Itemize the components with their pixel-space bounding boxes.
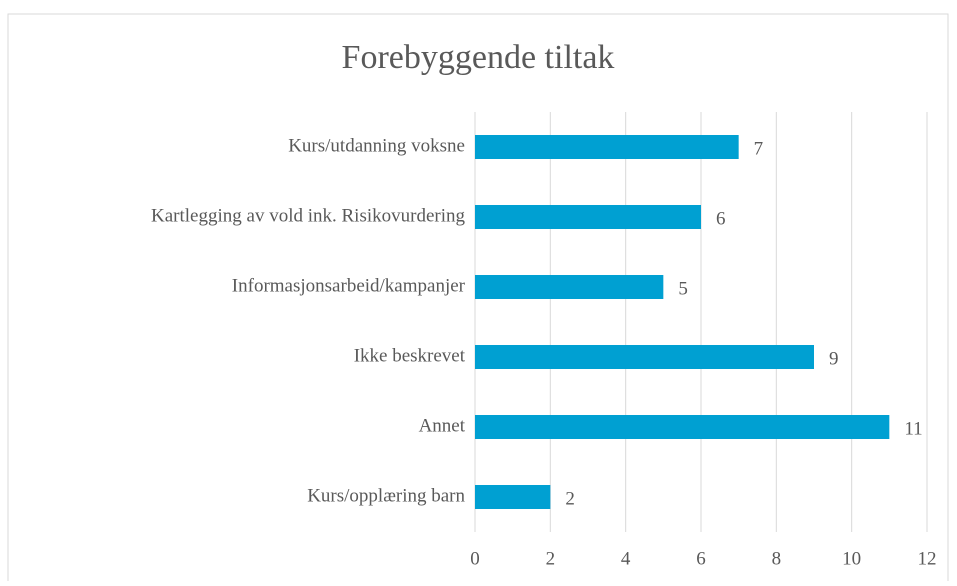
- bar: [475, 205, 701, 229]
- data-label: 11: [904, 418, 922, 439]
- y-tick-label: Kartlegging av vold ink. Risikovurdering: [151, 205, 465, 226]
- x-tick-label: 2: [546, 548, 556, 569]
- x-tick-label: 0: [470, 548, 480, 569]
- y-tick-label: Annet: [419, 415, 466, 436]
- data-label: 9: [829, 348, 839, 369]
- bar: [475, 275, 664, 299]
- data-label: 7: [754, 138, 764, 159]
- x-tick-label: 10: [842, 548, 861, 569]
- data-label: 5: [678, 278, 688, 299]
- bar: [475, 485, 551, 509]
- bar: [475, 135, 739, 159]
- data-label: 2: [565, 488, 575, 509]
- x-tick-label: 8: [772, 548, 782, 569]
- chart-title: Forebyggende tiltak: [342, 39, 615, 76]
- x-tick-label: 4: [621, 548, 631, 569]
- x-tick-label: 12: [918, 548, 937, 569]
- data-label: 6: [716, 208, 726, 229]
- y-tick-label: Kurs/opplæring barn: [307, 485, 465, 506]
- bar: [475, 415, 890, 439]
- x-tick-label: 6: [696, 548, 706, 569]
- y-tick-label: Kurs/utdanning voksne: [288, 135, 465, 156]
- bar: [475, 345, 814, 369]
- y-tick-label: Ikke beskrevet: [354, 345, 466, 366]
- y-tick-label: Informasjonsarbeid/kampanjer: [232, 275, 466, 296]
